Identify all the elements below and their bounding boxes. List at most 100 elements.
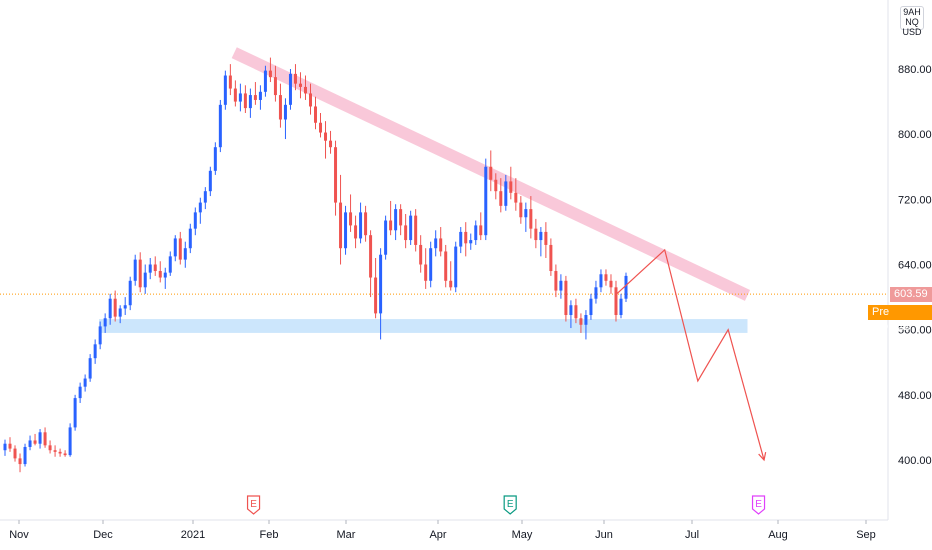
candle-body[interactable] (108, 298, 112, 319)
candle-body[interactable] (454, 246, 458, 288)
candle-body[interactable] (243, 93, 247, 109)
candle-body[interactable] (83, 378, 87, 387)
candle-body[interactable] (163, 272, 167, 278)
candle-body[interactable] (273, 77, 277, 96)
candle-body[interactable] (439, 238, 443, 252)
candle-body[interactable] (564, 280, 568, 316)
candle-body[interactable] (314, 106, 317, 123)
candle-body[interactable] (494, 179, 498, 192)
candle-body[interactable] (374, 277, 378, 314)
candle-body[interactable] (308, 93, 312, 107)
candle-body[interactable] (489, 166, 493, 180)
candle-body[interactable] (278, 95, 282, 120)
candle-body[interactable] (248, 95, 252, 109)
candle-body[interactable] (28, 440, 32, 447)
candle-body[interactable] (173, 238, 177, 257)
candle-body[interactable] (148, 264, 152, 273)
candle-body[interactable] (344, 212, 348, 249)
candle-body[interactable] (238, 93, 242, 102)
candle-body[interactable] (153, 264, 157, 272)
candle-body[interactable] (529, 209, 533, 229)
candle-body[interactable] (48, 445, 52, 451)
candle-body[interactable] (554, 271, 558, 291)
candle-body[interactable] (203, 191, 207, 203)
candle-body[interactable] (293, 73, 297, 84)
candle-body[interactable] (78, 386, 82, 399)
candle-body[interactable] (13, 448, 17, 459)
candle-body[interactable] (604, 274, 608, 281)
candle-body[interactable] (534, 228, 538, 241)
candle-body[interactable] (8, 443, 12, 449)
candle-body[interactable] (509, 181, 513, 193)
candle-body[interactable] (138, 259, 142, 288)
candle-body[interactable] (98, 326, 102, 345)
candle-body[interactable] (288, 73, 292, 105)
candle-body[interactable] (329, 140, 333, 148)
candle-body[interactable] (364, 212, 368, 236)
candle-body[interactable] (394, 209, 398, 231)
candle-body[interactable] (404, 225, 408, 241)
candle-body[interactable] (43, 432, 47, 446)
candle-body[interactable] (549, 244, 553, 272)
candle-body[interactable] (128, 280, 132, 306)
candle-body[interactable] (599, 274, 603, 288)
candle-body[interactable] (68, 427, 72, 456)
candle-body[interactable] (3, 443, 7, 451)
candle-body[interactable] (319, 122, 323, 133)
candle-body[interactable] (23, 446, 27, 465)
candle-body[interactable] (113, 298, 117, 317)
candle-body[interactable] (479, 225, 483, 236)
candle-body[interactable] (349, 212, 353, 226)
candle-body[interactable] (193, 212, 197, 229)
candle-body[interactable] (389, 220, 393, 231)
candle-body[interactable] (168, 256, 172, 273)
earnings-marker[interactable] (751, 495, 766, 515)
candle-body[interactable] (559, 280, 563, 291)
candle-body[interactable] (619, 298, 623, 316)
candle-body[interactable] (569, 305, 573, 316)
candle-body[interactable] (369, 235, 373, 278)
candle-body[interactable] (63, 453, 67, 456)
candle-body[interactable] (584, 315, 588, 325)
candle-body[interactable] (133, 259, 137, 281)
candle-body[interactable] (118, 308, 122, 317)
candle-body[interactable] (409, 215, 413, 241)
candle-body[interactable] (504, 181, 508, 206)
candle-body[interactable] (539, 231, 543, 241)
candle-body[interactable] (434, 238, 438, 249)
candle-body[interactable] (414, 215, 418, 245)
candle-body[interactable] (424, 264, 428, 281)
candle-body[interactable] (213, 147, 217, 171)
candle-body[interactable] (384, 220, 388, 255)
candle-body[interactable] (614, 287, 618, 316)
candle-body[interactable] (88, 358, 92, 379)
candle-body[interactable] (419, 244, 423, 265)
support-zone[interactable] (99, 319, 748, 333)
candle-body[interactable] (544, 231, 548, 245)
candle-body[interactable] (359, 212, 363, 239)
candle-body[interactable] (183, 248, 187, 260)
candle-body[interactable] (524, 209, 528, 218)
candle-body[interactable] (444, 251, 448, 281)
candle-body[interactable] (158, 271, 162, 278)
candle-body[interactable] (38, 432, 42, 444)
candle-body[interactable] (253, 95, 257, 100)
candle-body[interactable] (178, 238, 182, 260)
candle-body[interactable] (73, 398, 77, 428)
candle-body[interactable] (484, 166, 488, 236)
candle-body[interactable] (499, 191, 503, 206)
candle-body[interactable] (198, 202, 202, 213)
candle-body[interactable] (233, 88, 237, 102)
candle-body[interactable] (514, 192, 518, 203)
candle-body[interactable] (298, 83, 302, 87)
candle-body[interactable] (519, 202, 523, 218)
candle-body[interactable] (579, 318, 583, 325)
candle-body[interactable] (263, 70, 267, 92)
candle-body[interactable] (258, 91, 262, 100)
candle-body[interactable] (18, 458, 22, 465)
candle-body[interactable] (223, 75, 227, 105)
earnings-marker[interactable] (503, 495, 517, 515)
candle-body[interactable] (609, 280, 613, 288)
candle-body[interactable] (399, 209, 403, 226)
